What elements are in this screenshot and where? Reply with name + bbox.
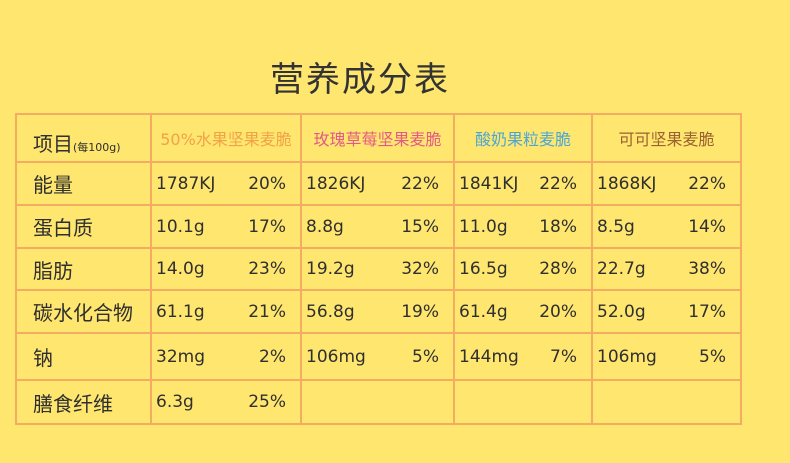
daily-percent: 15% [401,216,439,237]
value-cell [453,379,593,425]
daily-percent: 7% [550,346,577,367]
nutrient-name: 能量 [33,173,73,197]
amount: 11.0g [459,216,508,237]
product-header: 50%水果坚果麦脆 [150,113,302,163]
amount: 8.5g [597,216,635,237]
value-cell: 61.4g 20% [453,289,593,334]
product-name: 酸奶果粒麦脆 [474,130,571,149]
row-label: 能量 [15,161,152,206]
daily-percent: 25% [248,392,286,412]
value-cell: 16.5g 28% [453,247,593,291]
amount: 1787KJ [156,173,216,194]
value-cell [591,379,742,425]
amount: 6.3g [156,392,194,412]
value-cell: 22.7g 38% [591,247,742,291]
value-cell: 56.8g 19% [300,289,455,334]
daily-percent: 18% [539,216,577,237]
value-cell: 8.8g 15% [300,204,455,249]
row-label: 蛋白质 [15,204,152,249]
amount: 14.0g [156,259,205,279]
product-header: 酸奶果粒麦脆 [453,113,593,163]
daily-percent: 5% [412,346,439,367]
daily-percent: 28% [539,259,577,279]
amount: 52.0g [597,301,646,322]
daily-percent: 38% [688,259,726,279]
product-header: 可可坚果麦脆 [591,113,742,163]
value-cell: 32mg 2% [150,332,302,381]
nutrient-name: 脂肪 [33,258,73,283]
row-label: 钠 [15,332,152,381]
nutrient-name: 蛋白质 [33,216,93,240]
nutrient-name: 碳水化合物 [33,301,133,325]
table-row: 蛋白质 10.1g 17% 8.8g 15% 11.0g 18% 8.5g 14% [15,204,742,249]
value-cell: 61.1g 21% [150,289,302,334]
value-cell: 52.0g 17% [591,289,742,334]
row-label: 碳水化合物 [15,289,152,334]
header-row: 项目(每100g) 50%水果坚果麦脆 玫瑰草莓坚果麦脆 酸奶果粒麦脆 可可坚果… [15,113,742,163]
value-cell: 19.2g 32% [300,247,455,291]
amount: 19.2g [306,259,355,279]
amount: 8.8g [306,216,344,237]
daily-percent: 23% [248,259,286,279]
daily-percent: 20% [539,301,577,322]
daily-percent: 22% [539,173,577,194]
amount: 22.7g [597,259,646,279]
daily-percent: 5% [699,346,726,367]
item-header: 项目(每100g) [15,113,152,163]
row-label: 脂肪 [15,247,152,291]
daily-percent: 14% [688,216,726,237]
nutrient-name: 钠 [33,346,53,370]
daily-percent: 21% [248,301,286,322]
table-row: 能量 1787KJ 20% 1826KJ 22% 1841KJ 22% 1868KJ 22% [15,161,742,206]
value-cell: 1841KJ 22% [453,161,593,206]
value-cell: 1787KJ 20% [150,161,302,206]
amount: 61.1g [156,301,205,322]
value-cell: 10.1g 17% [150,204,302,249]
daily-percent: 32% [401,259,439,279]
amount: 144mg [459,346,519,367]
amount: 106mg [306,346,366,367]
product-name: 50%水果坚果麦脆 [160,130,292,149]
daily-percent: 22% [688,173,726,194]
value-cell: 1826KJ 22% [300,161,455,206]
table-row: 膳食纤维 6.3g 25% [15,379,742,425]
table-row: 钠 32mg 2% 106mg 5% 144mg 7% 106mg 5% [15,332,742,381]
daily-percent: 17% [248,216,286,237]
item-label: 项目 [33,132,73,156]
nutrient-name: 膳食纤维 [33,391,113,416]
daily-percent: 2% [259,346,286,367]
value-cell: 144mg 7% [453,332,593,381]
unit-label: (每100g) [73,141,121,154]
value-cell: 1868KJ 22% [591,161,742,206]
amount: 16.5g [459,259,508,279]
nutrition-table: 项目(每100g) 50%水果坚果麦脆 玫瑰草莓坚果麦脆 酸奶果粒麦脆 可可坚果… [15,113,742,425]
value-cell: 106mg 5% [300,332,455,381]
product-header: 玫瑰草莓坚果麦脆 [300,113,455,163]
value-cell [300,379,455,425]
amount: 61.4g [459,301,508,322]
row-label: 膳食纤维 [15,379,152,425]
product-name: 玫瑰草莓坚果麦脆 [313,130,442,149]
value-cell: 8.5g 14% [591,204,742,249]
value-cell: 106mg 5% [591,332,742,381]
amount: 106mg [597,346,657,367]
value-cell: 11.0g 18% [453,204,593,249]
amount: 1841KJ [459,173,519,194]
table-row: 碳水化合物 61.1g 21% 56.8g 19% 61.4g 20% 52.0g 17% [15,289,742,334]
daily-percent: 19% [401,301,439,322]
daily-percent: 20% [248,173,286,194]
amount: 32mg [156,346,205,367]
page-title: 营养成分表 [270,60,450,100]
amount: 1868KJ [597,173,657,194]
product-name: 可可坚果麦脆 [618,130,715,149]
value-cell: 6.3g 25% [150,379,302,425]
amount: 56.8g [306,301,355,322]
amount: 10.1g [156,216,205,237]
value-cell: 14.0g 23% [150,247,302,291]
table-row: 脂肪 14.0g 23% 19.2g 32% 16.5g 28% 22.7g 38% [15,247,742,291]
amount: 1826KJ [306,173,366,194]
daily-percent: 22% [401,173,439,194]
daily-percent: 17% [688,301,726,322]
